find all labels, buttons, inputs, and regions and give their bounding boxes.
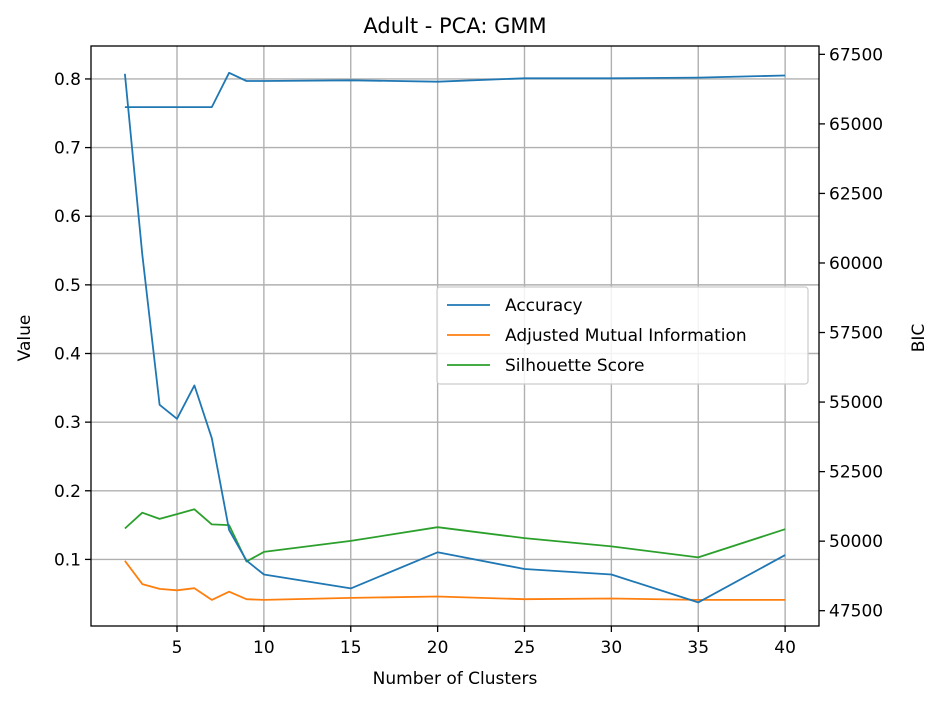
series-line-silhouette-score xyxy=(124,508,786,563)
y-tick-label: 0.8 xyxy=(54,70,81,90)
legend-label: Accuracy xyxy=(505,296,583,316)
y-tick-label: 0.3 xyxy=(54,413,81,433)
legend-label: Adjusted Mutual Information xyxy=(505,326,747,346)
y2-tick-label: 62500 xyxy=(829,184,883,204)
y2-tick-label: 60000 xyxy=(829,254,883,274)
y-tick-label: 0.1 xyxy=(54,550,81,570)
y2-tick-label: 67500 xyxy=(829,45,883,65)
x-tick-label: 5 xyxy=(172,638,183,658)
legend-box xyxy=(436,286,809,385)
y2-tick-label: 55000 xyxy=(829,393,883,413)
y-tick-label: 0.2 xyxy=(54,482,81,502)
x-axis-label: Number of Clusters xyxy=(373,669,538,689)
x-tick-label: 35 xyxy=(687,638,709,658)
y-tick-label: 0.5 xyxy=(54,276,81,296)
y-axis-label: Value xyxy=(15,315,35,362)
x-tick-label: 25 xyxy=(514,638,536,658)
series-line-adjusted-mutual-information xyxy=(124,560,786,601)
y2-tick-label: 52500 xyxy=(829,463,883,483)
y-tick-label: 0.7 xyxy=(54,139,81,159)
y2-tick-label: 50000 xyxy=(829,532,883,552)
x-tick-label: 10 xyxy=(253,638,275,658)
y-tick-label: 0.6 xyxy=(54,207,81,227)
x-tick-label: 20 xyxy=(427,638,449,658)
legend: Accuracy Adjusted Mutual Information Silho… xyxy=(436,286,809,385)
chart-title: Adult - PCA: GMM xyxy=(363,14,546,38)
x-tick-label: 15 xyxy=(340,638,362,658)
series-line-accuracy xyxy=(124,71,786,108)
plot-frame xyxy=(90,45,820,627)
y-tick-label: 0.4 xyxy=(54,345,81,365)
ticks-layer: 5 10 15 20 25 30 35 40 0.1 0.2 0.3 0.4 0.5 0.6 0.7 0.8 4… xyxy=(54,45,883,658)
x-tick-label: 30 xyxy=(601,638,623,658)
y2-tick-label: 57500 xyxy=(829,324,883,344)
y2-axis-label: BIC xyxy=(909,324,929,353)
y2-tick-label: 47500 xyxy=(829,602,883,622)
legend-items: Accuracy Adjusted Mutual Information Silho… xyxy=(447,296,747,376)
y2-tick-label: 65000 xyxy=(829,115,883,135)
x-tick-label: 40 xyxy=(774,638,796,658)
series-line-bic xyxy=(124,73,786,604)
legend-label: Silhouette Score xyxy=(505,356,644,376)
series-layer xyxy=(124,71,786,604)
